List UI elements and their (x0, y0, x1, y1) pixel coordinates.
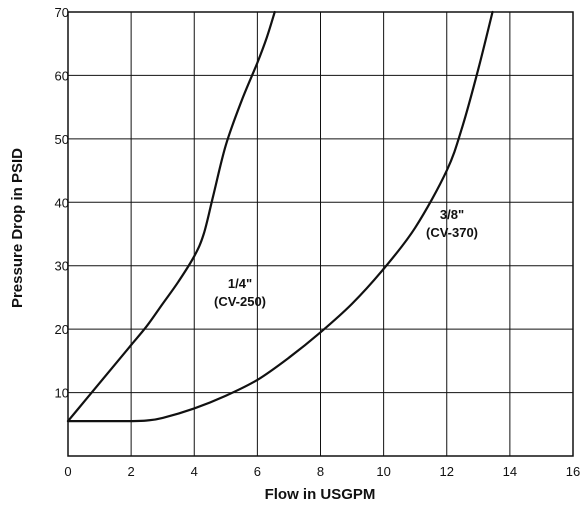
y-tick-label: 70 (55, 5, 69, 20)
x-tick-label: 6 (254, 464, 261, 479)
x-tick-label: 2 (128, 464, 135, 479)
x-tick-label: 12 (440, 464, 454, 479)
curve-labels: 1/4" (CV-250) 3/8" (CV-370) (214, 207, 478, 309)
tick-labels: 0 2 4 6 8 10 12 14 16 10 20 30 40 50 60 70 (55, 5, 581, 479)
y-tick-label: 60 (55, 68, 69, 83)
x-tick-label: 14 (503, 464, 517, 479)
y-tick-label: 30 (55, 259, 69, 274)
y-axis-title: Pressure Drop in PSID (9, 148, 26, 308)
x-axis-title: Flow in USGPM (265, 486, 376, 503)
series-curves (68, 12, 493, 421)
y-tick-label: 20 (55, 322, 69, 337)
x-tick-label: 10 (376, 464, 390, 479)
x-tick-label: 16 (566, 464, 580, 479)
series-label-1-line-1: 1/4" (228, 276, 252, 291)
series-label-2-line-2: (CV-370) (426, 225, 478, 240)
y-tick-label: 50 (55, 132, 69, 147)
series-label-2-line-1: 3/8" (440, 207, 464, 222)
grid-lines (68, 12, 573, 456)
y-tick-label: 40 (55, 195, 69, 210)
y-tick-label: 10 (55, 386, 69, 401)
x-tick-label: 0 (64, 464, 71, 479)
series-line-1 (68, 12, 275, 421)
x-tick-label: 4 (191, 464, 198, 479)
series-label-1-line-2: (CV-250) (214, 294, 266, 309)
series-line-2 (68, 12, 493, 421)
x-tick-label: 8 (317, 464, 324, 479)
